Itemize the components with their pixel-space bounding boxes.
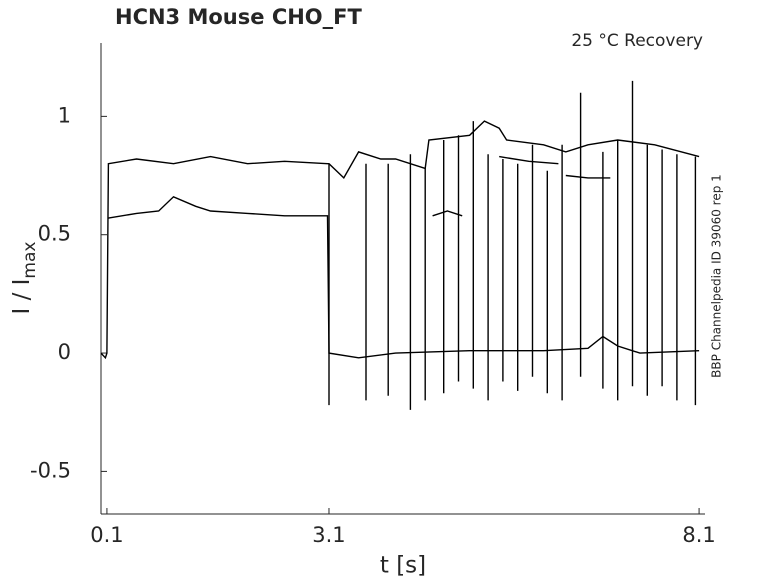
annotation: 25 °C Recovery — [571, 31, 703, 51]
x-tick-label: 0.1 — [90, 523, 123, 547]
y-tick-label: 0.5 — [38, 222, 71, 246]
y-tick-label: 1 — [58, 103, 71, 127]
y-axis-label: I / Imax — [9, 242, 41, 315]
x-tick-label: 8.1 — [682, 523, 715, 547]
y-label-sub: max — [20, 242, 40, 279]
y-tick-label: 0 — [58, 340, 71, 364]
y-tick-label: -0.5 — [30, 458, 71, 482]
trace — [108, 195, 700, 359]
chart-title: HCN3 Mouse CHO_FT — [115, 5, 362, 29]
x-tick-label: 3.1 — [312, 523, 345, 547]
x-axis-label: t [s] — [380, 553, 426, 579]
side-note: BBP Channelpedia ID 39060 rep 1 — [710, 174, 724, 378]
trace — [432, 155, 611, 217]
trace — [100, 120, 700, 360]
y-label-main: I / I — [9, 279, 35, 315]
trace — [328, 80, 697, 410]
